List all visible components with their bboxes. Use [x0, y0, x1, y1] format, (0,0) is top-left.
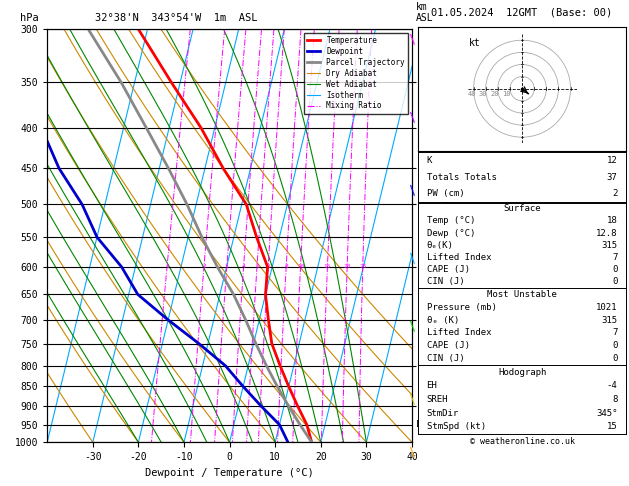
Text: 18: 18: [607, 216, 618, 226]
Text: 1021: 1021: [596, 303, 618, 312]
Text: CAPE (J): CAPE (J): [426, 265, 470, 274]
Text: StmDir: StmDir: [426, 409, 459, 417]
Text: StmSpd (kt): StmSpd (kt): [426, 422, 486, 431]
Text: 7: 7: [612, 253, 618, 262]
Text: 2: 2: [202, 264, 206, 270]
Text: Hodograph: Hodograph: [498, 368, 546, 377]
Text: Temp (°C): Temp (°C): [426, 216, 475, 226]
Text: Lifted Index: Lifted Index: [426, 253, 491, 262]
Text: PW (cm): PW (cm): [426, 190, 464, 198]
Text: 3: 3: [225, 264, 229, 270]
Text: 1: 1: [165, 264, 169, 270]
Text: 7: 7: [612, 329, 618, 337]
Text: /: /: [405, 445, 420, 459]
Text: 8: 8: [284, 264, 288, 270]
Text: Dewp (°C): Dewp (°C): [426, 228, 475, 238]
Text: CIN (J): CIN (J): [426, 277, 464, 286]
Text: 12.8: 12.8: [596, 228, 618, 238]
Text: 32°38'N  343°54'W  1m  ASL: 32°38'N 343°54'W 1m ASL: [94, 13, 257, 23]
Text: -4: -4: [607, 382, 618, 390]
Text: 10: 10: [297, 264, 304, 270]
Text: 20: 20: [343, 264, 351, 270]
Text: hPa: hPa: [20, 13, 38, 23]
Text: θₑ(K): θₑ(K): [426, 241, 454, 250]
Text: CAPE (J): CAPE (J): [426, 341, 470, 350]
Text: © weatheronline.co.uk: © weatheronline.co.uk: [470, 436, 574, 446]
Text: /: /: [405, 109, 420, 124]
Text: 0: 0: [612, 277, 618, 286]
Text: Pressure (mb): Pressure (mb): [426, 303, 496, 312]
Text: 315: 315: [601, 316, 618, 325]
Text: 6: 6: [266, 264, 270, 270]
Text: CIN (J): CIN (J): [426, 354, 464, 363]
Text: 12: 12: [607, 156, 618, 165]
Text: 8: 8: [612, 395, 618, 404]
Text: 25: 25: [359, 264, 367, 270]
Text: 4: 4: [242, 264, 245, 270]
Text: θₑ (K): θₑ (K): [426, 316, 459, 325]
Text: 10: 10: [502, 90, 511, 97]
Text: 0: 0: [612, 341, 618, 350]
Text: 20: 20: [491, 90, 499, 97]
X-axis label: Dewpoint / Temperature (°C): Dewpoint / Temperature (°C): [145, 468, 314, 478]
Text: /: /: [405, 182, 420, 197]
Legend: Temperature, Dewpoint, Parcel Trajectory, Dry Adiabat, Wet Adiabat, Isotherm, Mi: Temperature, Dewpoint, Parcel Trajectory…: [304, 33, 408, 114]
Text: 15: 15: [324, 264, 331, 270]
Text: 2: 2: [612, 190, 618, 198]
Text: 315: 315: [601, 241, 618, 250]
Text: LCL: LCL: [416, 420, 431, 429]
Text: 345°: 345°: [596, 409, 618, 417]
Text: 0: 0: [612, 354, 618, 363]
Text: 01.05.2024  12GMT  (Base: 00): 01.05.2024 12GMT (Base: 00): [431, 7, 613, 17]
Text: Lifted Index: Lifted Index: [426, 329, 491, 337]
Text: K: K: [426, 156, 432, 165]
Text: 15: 15: [607, 422, 618, 431]
Text: Totals Totals: Totals Totals: [426, 173, 496, 182]
Text: 5: 5: [255, 264, 259, 270]
Text: /: /: [405, 391, 420, 406]
Text: Surface: Surface: [503, 204, 541, 213]
Text: EH: EH: [426, 382, 437, 390]
Text: Mixing Ratio (g/kg): Mixing Ratio (g/kg): [444, 188, 453, 283]
Text: Most Unstable: Most Unstable: [487, 290, 557, 299]
Text: 40: 40: [467, 90, 476, 97]
Text: /: /: [405, 250, 420, 265]
Text: 0: 0: [612, 265, 618, 274]
Text: 37: 37: [607, 173, 618, 182]
Text: km
ASL: km ASL: [416, 2, 433, 23]
Text: 30: 30: [479, 90, 487, 97]
Text: /: /: [405, 32, 420, 46]
Text: kt: kt: [469, 38, 481, 48]
Text: SREH: SREH: [426, 395, 448, 404]
Text: /: /: [405, 318, 420, 333]
